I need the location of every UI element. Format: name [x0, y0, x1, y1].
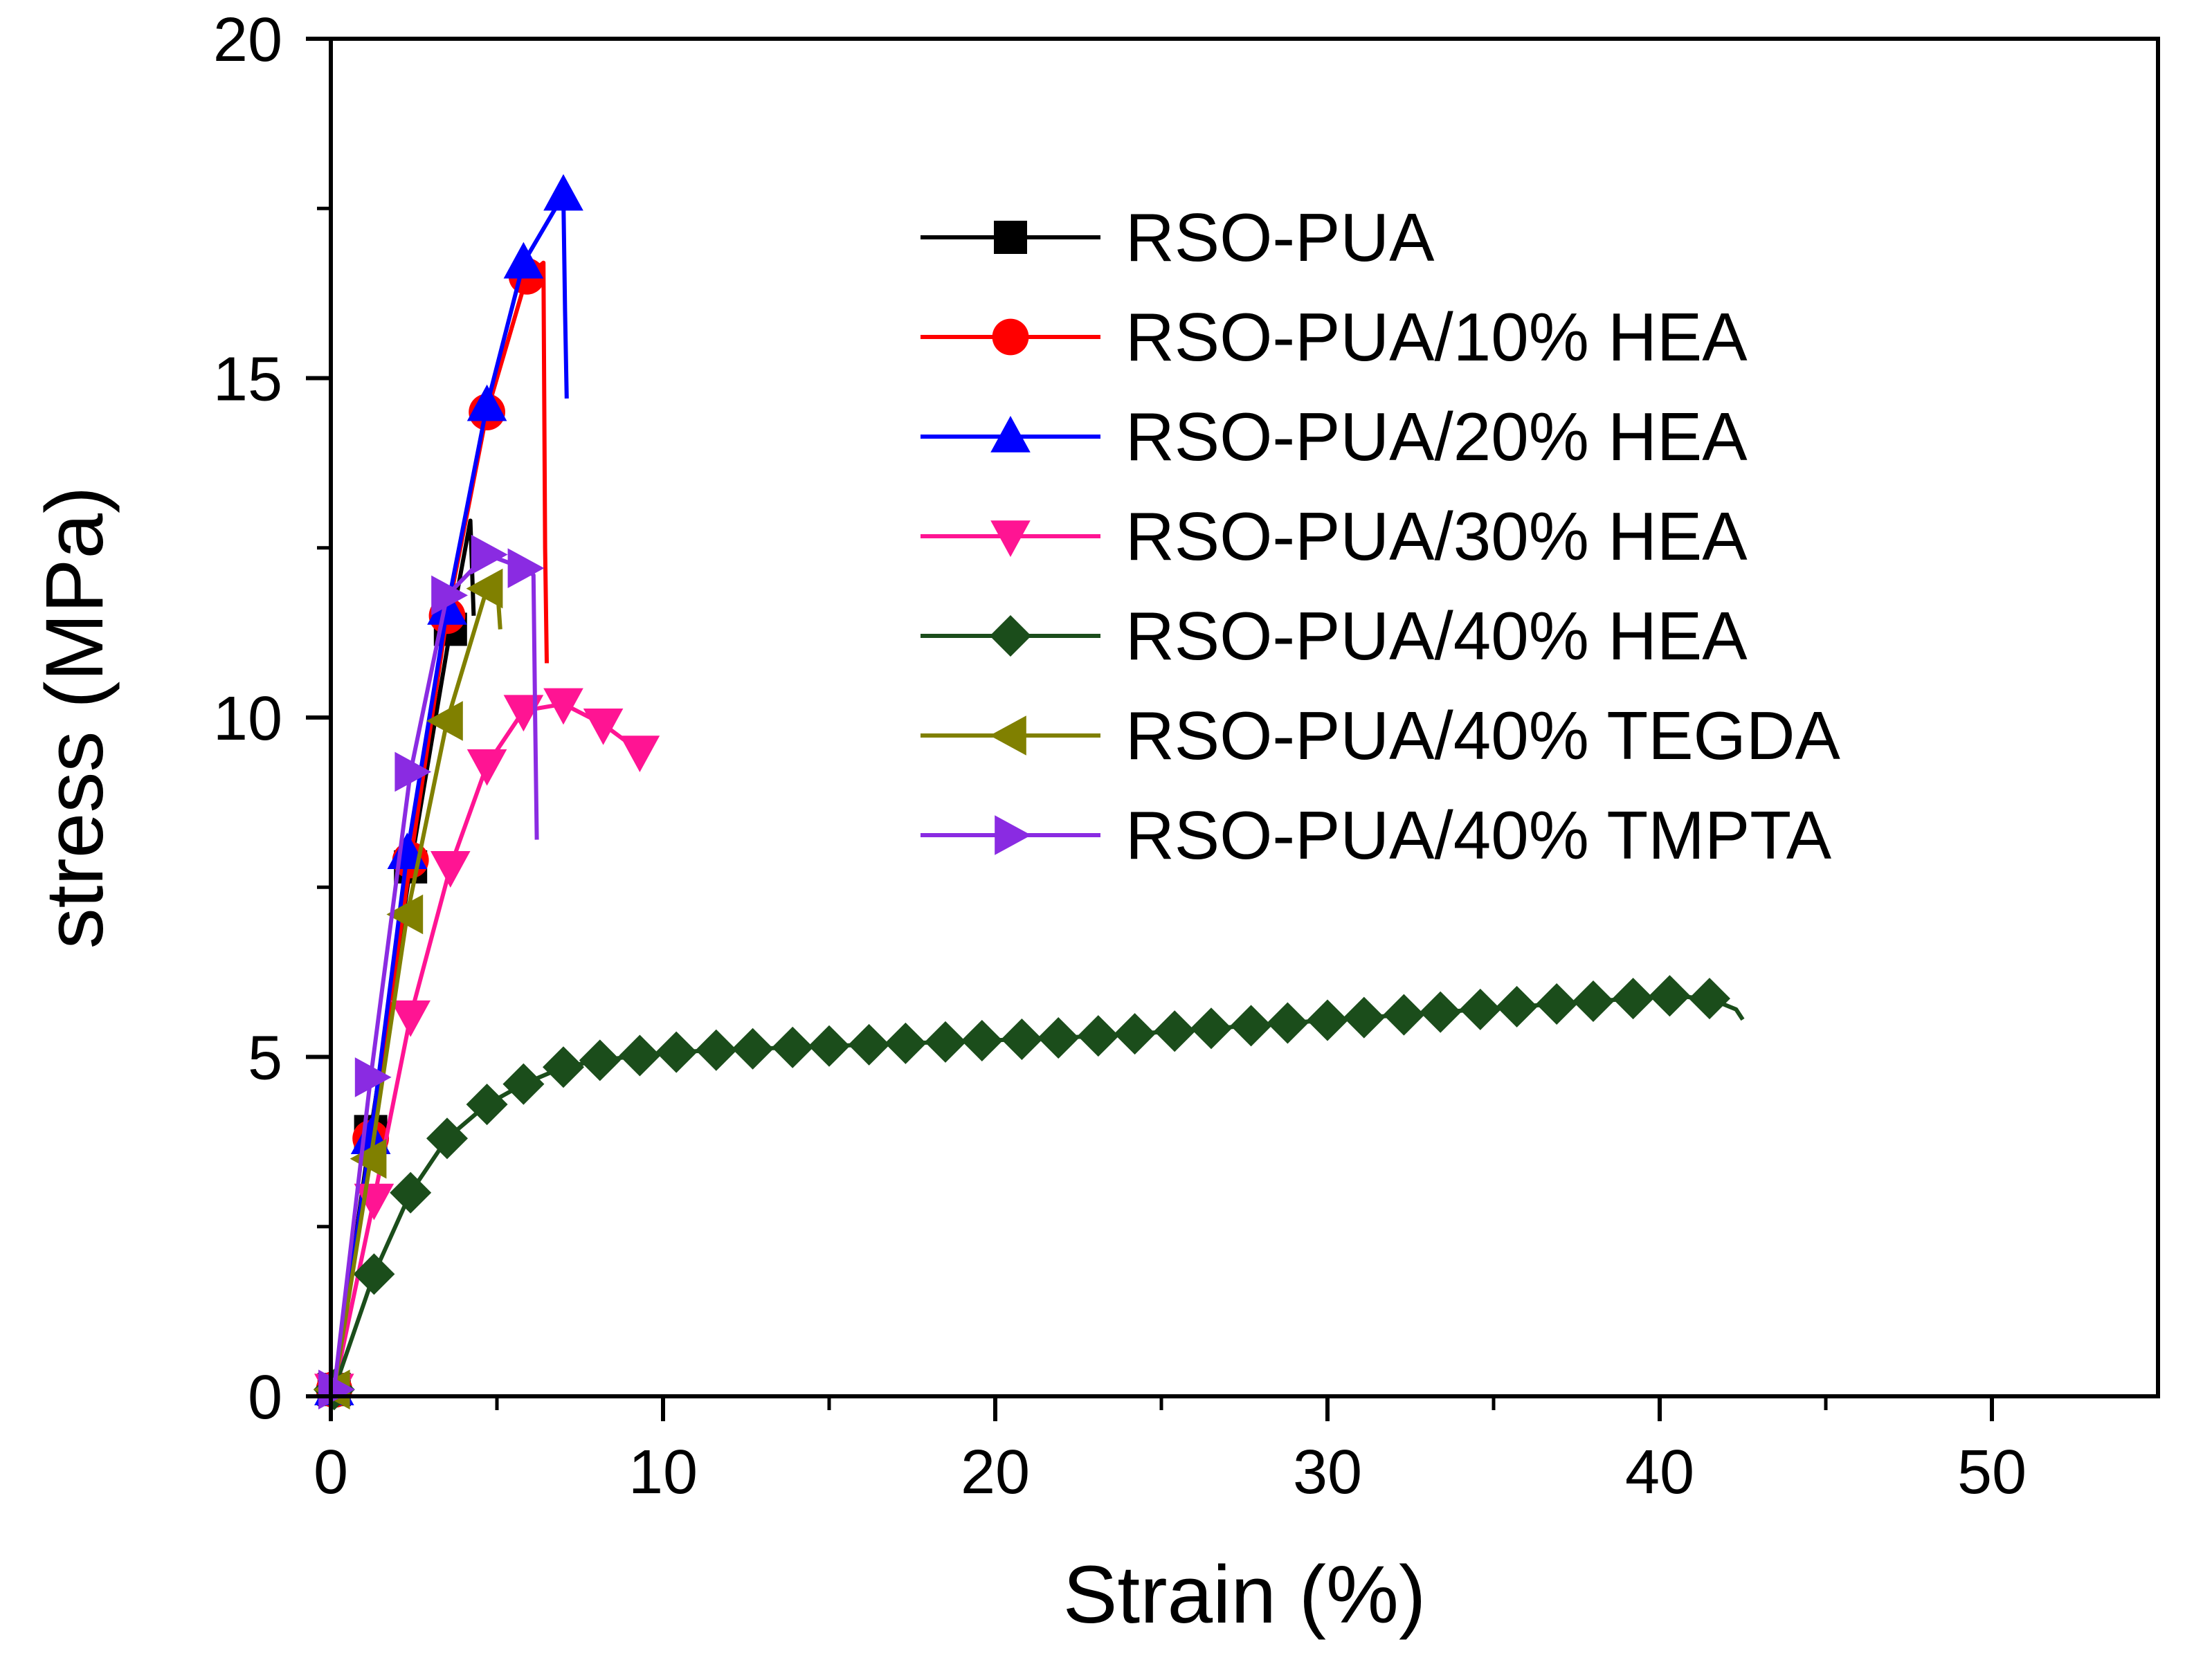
- data-point: [579, 1039, 621, 1081]
- data-point: [318, 1369, 355, 1409]
- data-point: [390, 1171, 432, 1214]
- y-tick-label: 20: [213, 6, 282, 75]
- y-axis-title: stress (MPa): [29, 486, 120, 949]
- data-point: [466, 1084, 508, 1126]
- legend-label: RSO-PUA/10% HEA: [1125, 299, 1748, 375]
- data-point: [350, 1138, 387, 1179]
- ticks-layer: 0 10 20 30 40 50 0 5 10 15 20: [213, 6, 2027, 1507]
- data-point: [386, 894, 424, 935]
- legend-marker: [990, 615, 1031, 657]
- data-point: [471, 534, 508, 575]
- data-point: [1612, 978, 1654, 1020]
- legend-marker: [990, 715, 1026, 756]
- data-point: [390, 1000, 430, 1037]
- data-point: [426, 1117, 468, 1160]
- data-point: [655, 1031, 698, 1073]
- data-point: [502, 1063, 545, 1105]
- data-point: [1572, 980, 1614, 1023]
- series-layer: [313, 174, 1745, 1411]
- legend-label: RSO-PUA/20% HEA: [1125, 399, 1748, 475]
- y-tick-label: 15: [213, 345, 282, 414]
- data-point: [543, 1046, 584, 1088]
- data-point: [543, 688, 583, 725]
- data-point: [1037, 1017, 1080, 1059]
- x-axis-title: Strain (%): [1063, 1549, 1426, 1641]
- y-tick-label: 0: [248, 1363, 282, 1432]
- data-point: [583, 709, 624, 745]
- series-line: [332, 260, 549, 1390]
- data-point: [1307, 999, 1348, 1041]
- data-point: [1230, 1005, 1272, 1047]
- x-tick-label: 20: [961, 1438, 1030, 1507]
- data-point: [961, 1019, 1003, 1061]
- legend-label: RSO-PUA/40% HEA: [1125, 598, 1748, 674]
- data-point: [619, 736, 660, 773]
- legend-entry: RSO-PUA/40% TEGDA: [921, 697, 1841, 774]
- x-tick-label: 30: [1293, 1438, 1362, 1507]
- data-point: [354, 1057, 392, 1097]
- data-point: [1190, 1007, 1232, 1050]
- data-point: [925, 1021, 966, 1063]
- data-point: [1154, 1010, 1196, 1052]
- x-tick-label: 10: [628, 1438, 698, 1507]
- legend-entry: RSO-PUA/20% HEA: [921, 399, 1748, 475]
- data-point: [1077, 1015, 1119, 1057]
- x-tick-label: 0: [314, 1438, 348, 1507]
- data-point: [732, 1028, 774, 1070]
- data-point: [430, 851, 471, 888]
- x-tick-label: 50: [1957, 1438, 2027, 1507]
- legend-entry: RSO-PUA/40% TMPTA: [921, 797, 1832, 873]
- data-point: [503, 695, 544, 732]
- legend: RSO-PUA RSO-PUA/10% HEA RSO-PUA/20% HEA RSO…: [921, 199, 1841, 873]
- legend-marker: [994, 221, 1027, 254]
- legend-entry: RSO-PUA/10% HEA: [921, 299, 1748, 375]
- series-5: [313, 975, 1745, 1411]
- data-point: [848, 1023, 890, 1066]
- data-point: [1343, 996, 1385, 1039]
- data-point: [1496, 985, 1538, 1028]
- data-point: [885, 1022, 927, 1064]
- data-point: [353, 1253, 395, 1295]
- legend-label: RSO-PUA/40% TMPTA: [1125, 797, 1832, 873]
- data-point: [1689, 978, 1730, 1020]
- data-point: [1114, 1013, 1156, 1055]
- y-tick-label: 10: [213, 684, 282, 754]
- series-6: [313, 568, 503, 1409]
- data-point: [466, 568, 503, 609]
- legend-entry: RSO-PUA/40% HEA: [921, 598, 1748, 674]
- legend-marker: [995, 815, 1031, 855]
- data-point: [1536, 983, 1578, 1025]
- data-point: [426, 701, 463, 741]
- legend-label: RSO-PUA/30% HEA: [1125, 498, 1748, 574]
- data-point: [1459, 988, 1501, 1030]
- legend-entry: RSO-PUA/30% HEA: [921, 498, 1748, 574]
- x-tick-label: 40: [1625, 1438, 1694, 1507]
- series-line: [332, 994, 1745, 1391]
- data-point: [543, 174, 583, 211]
- data-point: [395, 751, 432, 792]
- legend-label: RSO-PUA: [1125, 199, 1435, 275]
- data-point: [466, 384, 507, 421]
- data-point: [1383, 994, 1425, 1036]
- y-tick-label: 5: [248, 1024, 282, 1093]
- data-point: [431, 575, 468, 616]
- data-point: [1001, 1018, 1043, 1060]
- legend-marker: [992, 318, 1029, 356]
- data-point: [1267, 1002, 1309, 1044]
- data-point: [619, 1034, 661, 1077]
- data-point: [695, 1029, 737, 1071]
- data-point: [1420, 991, 1462, 1033]
- data-point: [503, 241, 544, 279]
- data-point: [466, 749, 507, 786]
- legend-marker: [990, 520, 1031, 557]
- series-7: [318, 534, 545, 1409]
- data-point: [772, 1026, 814, 1068]
- data-point: [808, 1025, 850, 1067]
- legend-entry: RSO-PUA: [921, 199, 1435, 275]
- data-point: [1649, 975, 1691, 1017]
- legend-label: RSO-PUA/40% TEGDA: [1125, 697, 1841, 774]
- legend-marker: [990, 416, 1031, 453]
- data-point: [507, 548, 545, 588]
